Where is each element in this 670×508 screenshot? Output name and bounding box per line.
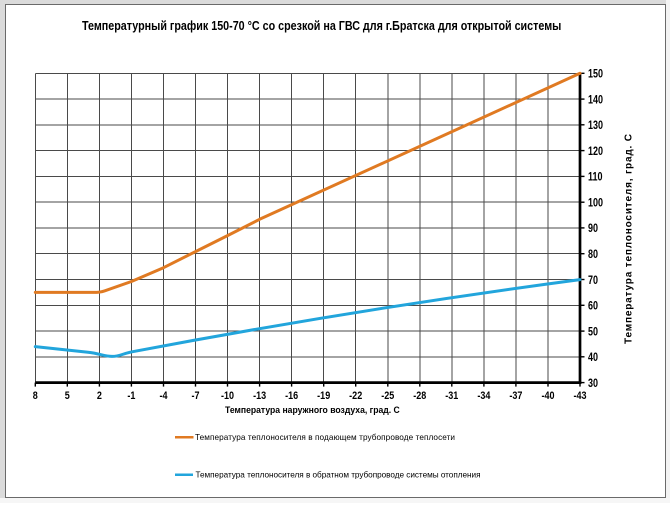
svg-text:-40: -40 [541,390,554,402]
svg-text:-16: -16 [285,390,298,402]
svg-text:-4: -4 [159,390,167,402]
svg-text:130: 130 [588,119,603,133]
svg-text:-34: -34 [477,390,490,402]
svg-text:Температура теплоносителя в: Температура теплоносителя в подающем тру… [195,433,455,442]
svg-text:Температура наружного воздуха,: Температура наружного воздуха, град. С [225,405,400,415]
svg-text:Температура теплоносителя, гра: Температура теплоносителя, град. С [624,134,635,344]
svg-text:120: 120 [588,145,603,159]
svg-text:60: 60 [588,299,598,313]
svg-text:-7: -7 [191,390,199,402]
svg-text:-25: -25 [381,390,394,402]
svg-text:-1: -1 [127,390,135,402]
svg-text:50: 50 [588,325,598,339]
svg-text:-31: -31 [445,390,458,402]
svg-text:100: 100 [588,196,603,210]
svg-text:Температура теплоносителя в: Температура теплоносителя в обратном тру… [196,471,481,480]
svg-text:-19: -19 [317,390,330,402]
svg-text:30: 30 [588,377,598,391]
svg-text:-37: -37 [509,390,522,402]
svg-text:90: 90 [588,222,598,236]
svg-text:2: 2 [97,390,102,402]
svg-text:-13: -13 [253,390,266,402]
svg-text:80: 80 [588,248,598,262]
svg-text:-43: -43 [573,390,586,402]
svg-text:70: 70 [588,274,598,288]
svg-text:110: 110 [588,171,603,185]
svg-text:140: 140 [588,93,603,107]
svg-text:150: 150 [588,67,603,81]
svg-text:5: 5 [65,390,70,402]
svg-text:-22: -22 [349,390,362,402]
svg-text:-10: -10 [221,390,234,402]
svg-text:8: 8 [33,390,38,402]
svg-text:-28: -28 [413,390,426,402]
svg-text:40: 40 [588,351,598,365]
svg-text:Температурный график 150-70 °С: Температурный график 150-70 °С со срезко… [82,19,561,33]
